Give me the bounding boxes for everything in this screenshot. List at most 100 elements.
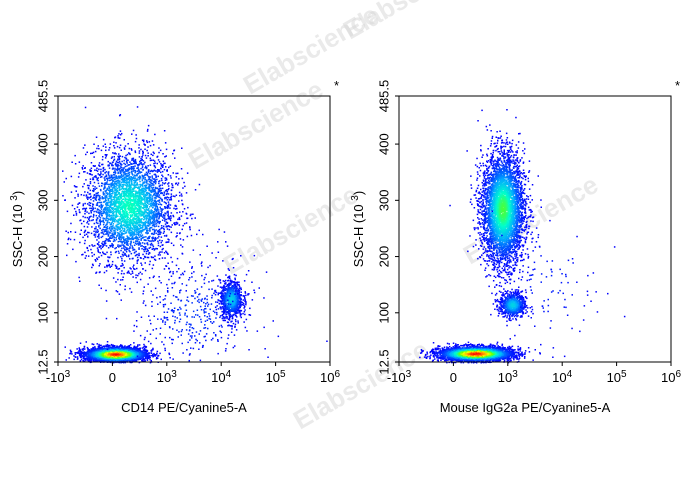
data-point <box>112 211 114 213</box>
data-point <box>117 181 119 184</box>
data-point <box>116 145 119 148</box>
data-point <box>104 266 106 268</box>
data-point <box>122 175 125 177</box>
data-point <box>118 156 120 159</box>
data-point <box>131 192 133 194</box>
data-point <box>161 209 163 211</box>
data-point <box>120 272 123 275</box>
data-point <box>149 246 152 249</box>
data-point <box>112 196 115 198</box>
data-point <box>101 196 103 199</box>
data-point <box>133 212 135 215</box>
data-point <box>100 204 102 206</box>
data-point <box>138 168 140 171</box>
data-point <box>115 182 117 185</box>
data-point <box>144 148 146 150</box>
data-point <box>135 240 137 242</box>
data-point <box>151 238 154 240</box>
data-point <box>105 195 107 198</box>
data-point <box>178 224 181 226</box>
data-point <box>109 215 111 217</box>
data-point <box>129 197 132 200</box>
data-point <box>144 197 146 199</box>
data-point <box>176 212 178 214</box>
data-point <box>170 189 173 192</box>
data-point <box>138 247 140 249</box>
data-point <box>125 208 127 211</box>
data-point <box>174 195 176 198</box>
data-point <box>106 217 108 220</box>
data-point <box>128 181 131 184</box>
data-point <box>144 210 147 212</box>
data-point <box>128 212 130 214</box>
data-point <box>113 201 115 203</box>
data-point <box>130 210 133 212</box>
data-point <box>178 232 181 235</box>
data-point <box>138 233 140 235</box>
data-point <box>159 187 161 190</box>
data-point <box>86 216 89 219</box>
data-point <box>115 216 117 218</box>
data-point <box>93 194 95 196</box>
data-point <box>192 213 194 215</box>
data-point <box>131 194 134 196</box>
data-point <box>129 161 131 163</box>
data-point <box>118 183 120 185</box>
data-point <box>153 230 156 232</box>
data-point <box>101 215 103 217</box>
data-point <box>133 220 135 223</box>
data-point <box>155 229 157 231</box>
data-point <box>79 233 81 235</box>
data-point <box>152 181 155 183</box>
data-point <box>143 197 145 199</box>
data-point <box>151 216 154 218</box>
data-point <box>108 149 110 151</box>
data-point <box>124 197 127 200</box>
data-point <box>161 174 163 176</box>
data-point <box>140 239 142 241</box>
data-point <box>118 198 120 201</box>
data-point <box>115 238 118 241</box>
data-point <box>73 214 75 216</box>
data-point <box>145 219 148 221</box>
data-point <box>152 186 155 189</box>
data-point <box>132 266 134 268</box>
data-point <box>121 226 123 229</box>
data-point <box>144 357 147 359</box>
data-point <box>97 212 100 214</box>
data-point <box>123 206 126 209</box>
data-point <box>120 181 123 184</box>
data-point <box>148 188 151 190</box>
data-point <box>136 195 138 198</box>
data-point <box>131 172 133 174</box>
data-point <box>78 202 80 204</box>
data-point <box>126 212 128 215</box>
data-point <box>125 181 127 184</box>
data-point <box>110 251 112 253</box>
data-point <box>98 237 100 239</box>
data-point <box>91 263 94 266</box>
data-point <box>171 224 173 226</box>
data-point <box>104 195 106 197</box>
data-point <box>102 191 105 193</box>
data-point <box>160 204 163 206</box>
data-point <box>139 202 142 204</box>
data-point <box>112 176 114 179</box>
data-point <box>155 192 158 195</box>
data-point <box>106 227 109 230</box>
data-point <box>144 144 146 146</box>
data-point <box>186 217 188 220</box>
data-point <box>135 228 137 230</box>
data-point <box>164 207 166 210</box>
data-point <box>83 183 85 185</box>
data-point <box>129 217 131 220</box>
data-point <box>117 201 119 204</box>
data-point <box>117 245 119 248</box>
data-point <box>165 250 167 253</box>
data-point <box>91 226 93 228</box>
data-point <box>112 233 114 236</box>
data-point <box>109 206 112 208</box>
data-point <box>122 244 125 246</box>
data-point <box>123 177 125 179</box>
data-point <box>117 172 119 175</box>
